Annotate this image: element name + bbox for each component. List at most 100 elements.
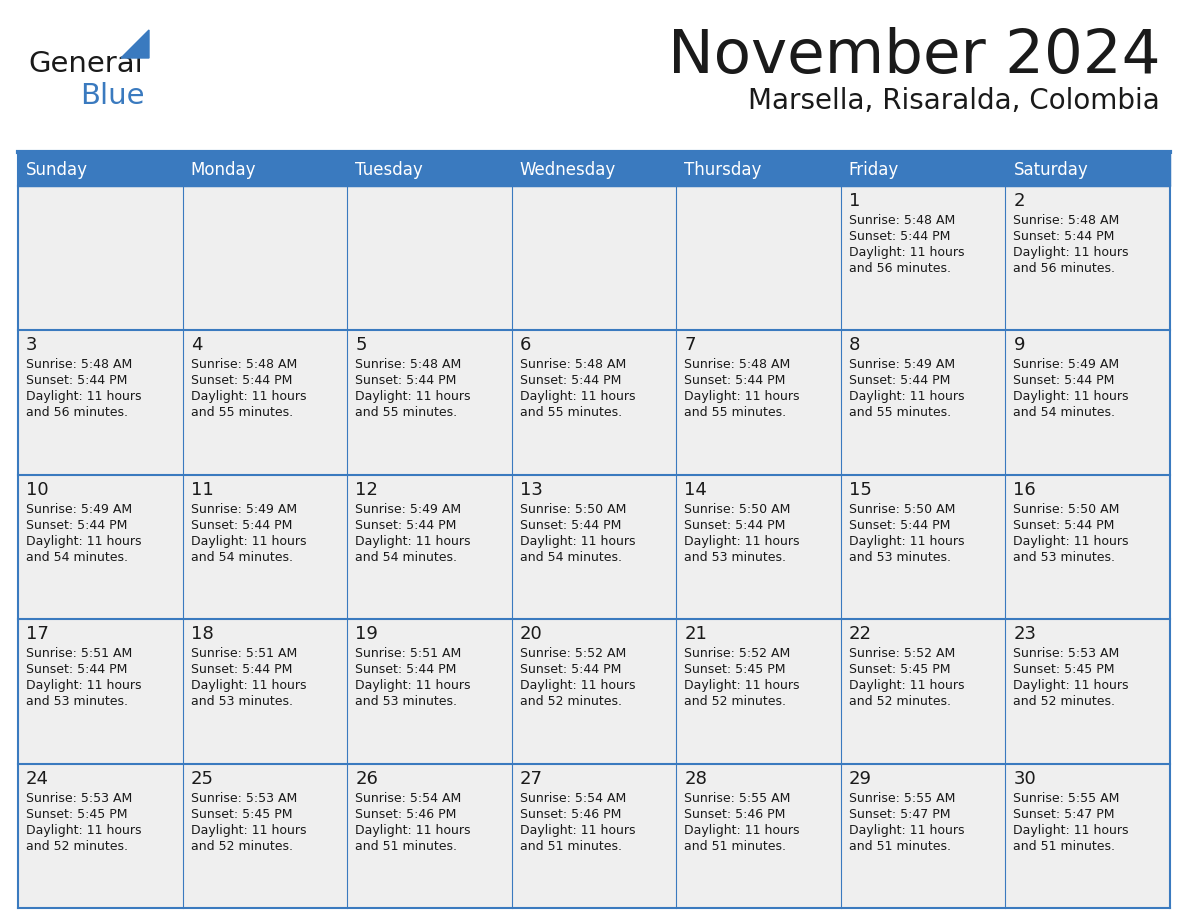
Bar xyxy=(841,186,1005,330)
Bar xyxy=(1005,620,1170,764)
Text: Sunrise: 5:48 AM: Sunrise: 5:48 AM xyxy=(190,358,297,372)
Text: Sunrise: 5:48 AM: Sunrise: 5:48 AM xyxy=(684,358,790,372)
Text: and 56 minutes.: and 56 minutes. xyxy=(26,407,128,420)
Text: Daylight: 11 hours: Daylight: 11 hours xyxy=(1013,246,1129,259)
Bar xyxy=(18,330,183,475)
Text: 10: 10 xyxy=(26,481,49,498)
Text: Sunrise: 5:49 AM: Sunrise: 5:49 AM xyxy=(355,503,461,516)
Text: Daylight: 11 hours: Daylight: 11 hours xyxy=(355,823,470,836)
Bar xyxy=(1005,154,1170,186)
Text: and 55 minutes.: and 55 minutes. xyxy=(519,407,621,420)
Bar xyxy=(676,764,841,908)
Text: Sunset: 5:44 PM: Sunset: 5:44 PM xyxy=(355,519,456,532)
Text: Sunrise: 5:48 AM: Sunrise: 5:48 AM xyxy=(519,358,626,372)
Text: Sunset: 5:44 PM: Sunset: 5:44 PM xyxy=(26,375,127,387)
Text: Friday: Friday xyxy=(849,161,899,179)
Text: and 51 minutes.: and 51 minutes. xyxy=(849,840,950,853)
Text: Sunrise: 5:50 AM: Sunrise: 5:50 AM xyxy=(1013,503,1120,516)
Bar xyxy=(183,330,347,475)
Bar xyxy=(512,764,676,908)
Text: Sunset: 5:47 PM: Sunset: 5:47 PM xyxy=(1013,808,1114,821)
Bar xyxy=(512,186,676,330)
Text: Sunrise: 5:52 AM: Sunrise: 5:52 AM xyxy=(519,647,626,660)
Text: Sunrise: 5:49 AM: Sunrise: 5:49 AM xyxy=(26,503,132,516)
Text: Daylight: 11 hours: Daylight: 11 hours xyxy=(355,679,470,692)
Text: Sunrise: 5:55 AM: Sunrise: 5:55 AM xyxy=(684,791,791,804)
Text: Blue: Blue xyxy=(80,82,145,110)
Text: Sunset: 5:44 PM: Sunset: 5:44 PM xyxy=(1013,519,1114,532)
Polygon shape xyxy=(121,30,148,58)
Text: Sunrise: 5:52 AM: Sunrise: 5:52 AM xyxy=(849,647,955,660)
Text: Thursday: Thursday xyxy=(684,161,762,179)
Text: and 52 minutes.: and 52 minutes. xyxy=(684,695,786,708)
Text: 15: 15 xyxy=(849,481,872,498)
Text: Daylight: 11 hours: Daylight: 11 hours xyxy=(849,390,965,403)
Text: and 55 minutes.: and 55 minutes. xyxy=(355,407,457,420)
Bar xyxy=(1005,330,1170,475)
Bar xyxy=(1005,764,1170,908)
Text: Sunrise: 5:55 AM: Sunrise: 5:55 AM xyxy=(849,791,955,804)
Text: Monday: Monday xyxy=(190,161,257,179)
Text: Sunrise: 5:53 AM: Sunrise: 5:53 AM xyxy=(26,791,132,804)
Text: 7: 7 xyxy=(684,336,696,354)
Bar xyxy=(18,154,183,186)
Bar xyxy=(841,330,1005,475)
Text: 19: 19 xyxy=(355,625,378,644)
Text: and 51 minutes.: and 51 minutes. xyxy=(1013,840,1116,853)
Text: Sunset: 5:46 PM: Sunset: 5:46 PM xyxy=(355,808,456,821)
Text: Sunset: 5:45 PM: Sunset: 5:45 PM xyxy=(849,663,950,677)
Bar xyxy=(183,764,347,908)
Text: Sunrise: 5:54 AM: Sunrise: 5:54 AM xyxy=(519,791,626,804)
Text: Daylight: 11 hours: Daylight: 11 hours xyxy=(190,679,307,692)
Bar xyxy=(183,154,347,186)
Bar xyxy=(18,186,183,330)
Text: Sunset: 5:44 PM: Sunset: 5:44 PM xyxy=(849,375,950,387)
Text: General: General xyxy=(29,50,143,78)
Text: Daylight: 11 hours: Daylight: 11 hours xyxy=(519,535,636,548)
Text: Daylight: 11 hours: Daylight: 11 hours xyxy=(849,679,965,692)
Text: Sunset: 5:44 PM: Sunset: 5:44 PM xyxy=(190,519,292,532)
Bar xyxy=(183,186,347,330)
Text: and 55 minutes.: and 55 minutes. xyxy=(190,407,292,420)
Text: Daylight: 11 hours: Daylight: 11 hours xyxy=(849,823,965,836)
Text: Sunrise: 5:48 AM: Sunrise: 5:48 AM xyxy=(1013,214,1119,227)
Text: Sunset: 5:45 PM: Sunset: 5:45 PM xyxy=(26,808,127,821)
Text: Sunrise: 5:52 AM: Sunrise: 5:52 AM xyxy=(684,647,790,660)
Text: Daylight: 11 hours: Daylight: 11 hours xyxy=(190,823,307,836)
Bar xyxy=(512,620,676,764)
Text: Sunrise: 5:50 AM: Sunrise: 5:50 AM xyxy=(684,503,791,516)
Text: and 52 minutes.: and 52 minutes. xyxy=(849,695,950,708)
Text: Daylight: 11 hours: Daylight: 11 hours xyxy=(26,679,141,692)
Text: and 51 minutes.: and 51 minutes. xyxy=(684,840,786,853)
Bar xyxy=(347,330,512,475)
Text: Sunday: Sunday xyxy=(26,161,88,179)
Text: and 56 minutes.: and 56 minutes. xyxy=(849,262,950,275)
Text: Sunset: 5:45 PM: Sunset: 5:45 PM xyxy=(190,808,292,821)
Text: 30: 30 xyxy=(1013,769,1036,788)
Text: 6: 6 xyxy=(519,336,531,354)
Text: 25: 25 xyxy=(190,769,214,788)
Text: Sunrise: 5:49 AM: Sunrise: 5:49 AM xyxy=(190,503,297,516)
Text: Sunset: 5:44 PM: Sunset: 5:44 PM xyxy=(519,375,621,387)
Text: and 54 minutes.: and 54 minutes. xyxy=(1013,407,1116,420)
Text: 17: 17 xyxy=(26,625,49,644)
Text: Sunrise: 5:54 AM: Sunrise: 5:54 AM xyxy=(355,791,461,804)
Text: Daylight: 11 hours: Daylight: 11 hours xyxy=(1013,679,1129,692)
Text: Sunset: 5:44 PM: Sunset: 5:44 PM xyxy=(26,519,127,532)
Text: and 51 minutes.: and 51 minutes. xyxy=(519,840,621,853)
Text: Daylight: 11 hours: Daylight: 11 hours xyxy=(26,390,141,403)
Bar xyxy=(347,154,512,186)
Text: Daylight: 11 hours: Daylight: 11 hours xyxy=(355,390,470,403)
Text: 2: 2 xyxy=(1013,192,1025,210)
Text: Daylight: 11 hours: Daylight: 11 hours xyxy=(26,535,141,548)
Bar xyxy=(18,154,1170,186)
Text: and 53 minutes.: and 53 minutes. xyxy=(190,695,292,708)
Text: 18: 18 xyxy=(190,625,214,644)
Text: Tuesday: Tuesday xyxy=(355,161,423,179)
Text: and 54 minutes.: and 54 minutes. xyxy=(26,551,128,564)
Bar xyxy=(183,620,347,764)
Text: Daylight: 11 hours: Daylight: 11 hours xyxy=(684,823,800,836)
Text: and 51 minutes.: and 51 minutes. xyxy=(355,840,457,853)
Text: Sunrise: 5:49 AM: Sunrise: 5:49 AM xyxy=(849,358,955,372)
Text: 16: 16 xyxy=(1013,481,1036,498)
